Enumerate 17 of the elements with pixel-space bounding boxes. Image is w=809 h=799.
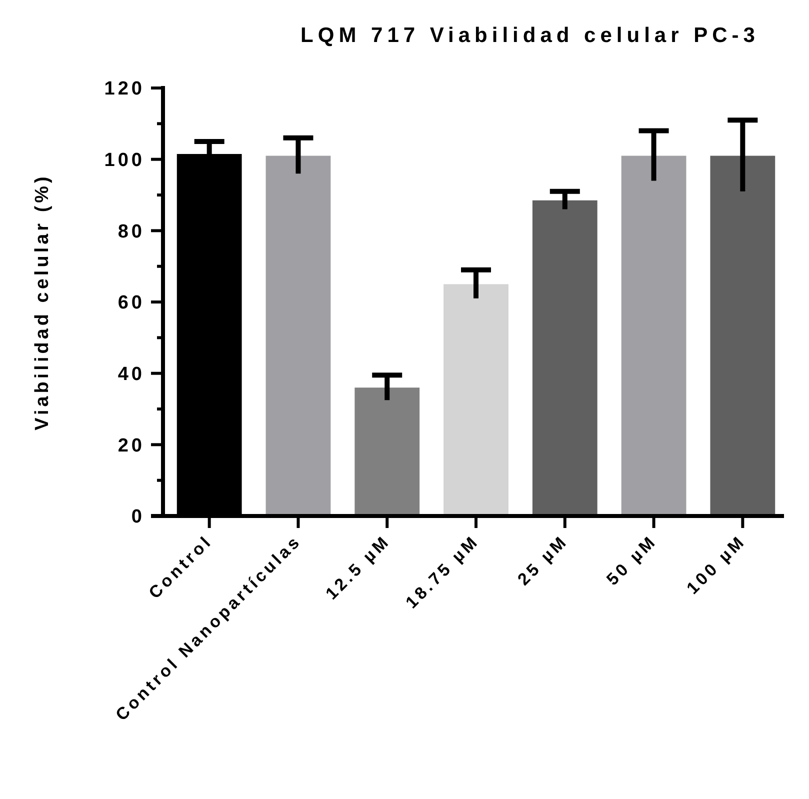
y-tick-label: 80 [118, 221, 145, 242]
x-tick-label: 25 µM [514, 531, 572, 590]
y-tick-label: 40 [118, 364, 145, 385]
bar [354, 388, 420, 516]
bar [532, 200, 598, 516]
y-tick-label: 0 [131, 506, 145, 528]
bar [266, 156, 331, 516]
bar [621, 156, 686, 516]
y-axis-title: Viabilidad celular (%) [32, 174, 53, 430]
x-tick-label: 50 µM [602, 531, 661, 590]
y-tick-label: 120 [104, 78, 145, 100]
y-tick-label: 100 [104, 150, 145, 171]
bar [444, 284, 508, 516]
chart-title: LQM 717 Viabilidad celular PC-3 [300, 24, 760, 47]
bar [710, 156, 776, 516]
y-tick-label: 60 [118, 292, 145, 314]
y-tick-label: 20 [118, 435, 145, 456]
